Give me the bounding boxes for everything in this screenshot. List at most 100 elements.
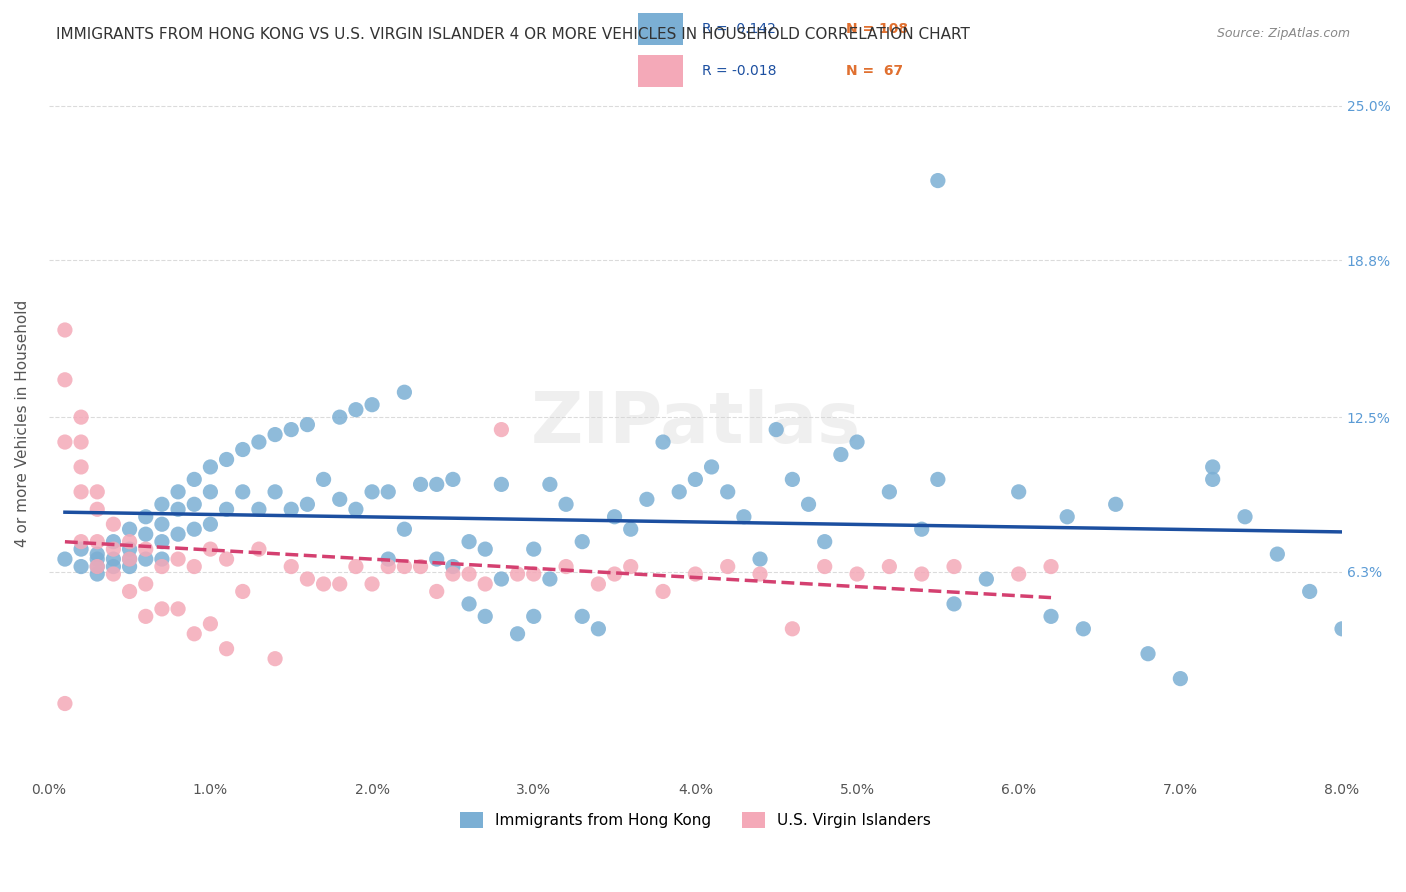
Point: [1008, 484, 1031, 499]
Point: [103, 567, 125, 582]
Point: [280, 423, 302, 437]
Point: [215, 641, 238, 656]
Bar: [638, 55, 683, 87]
Point: [685, 472, 707, 486]
Point: [86, 559, 108, 574]
Text: ZIPatlas: ZIPatlas: [530, 389, 860, 458]
Point: [118, 559, 141, 574]
Point: [53, 552, 76, 566]
Point: [312, 472, 335, 486]
Point: [150, 534, 173, 549]
Point: [474, 577, 496, 591]
Point: [167, 484, 190, 499]
Point: [523, 567, 546, 582]
Point: [70, 435, 93, 450]
Point: [215, 552, 238, 566]
Point: [538, 477, 561, 491]
Point: [200, 616, 222, 631]
Point: [911, 567, 934, 582]
Point: [441, 559, 464, 574]
Point: [717, 484, 740, 499]
Point: [506, 567, 529, 582]
Point: [118, 552, 141, 566]
Point: [200, 517, 222, 532]
Point: [232, 442, 254, 457]
Point: [200, 459, 222, 474]
Point: [297, 417, 319, 432]
Point: [491, 572, 513, 586]
Point: [167, 602, 190, 616]
Point: [183, 559, 205, 574]
Point: [103, 534, 125, 549]
Point: [70, 559, 93, 574]
Point: [135, 527, 157, 541]
Text: IMMIGRANTS FROM HONG KONG VS U.S. VIRGIN ISLANDER 4 OR MORE VEHICLES IN HOUSEHOL: IMMIGRANTS FROM HONG KONG VS U.S. VIRGIN…: [56, 27, 970, 42]
Point: [409, 559, 432, 574]
Point: [538, 572, 561, 586]
Point: [394, 385, 416, 400]
Point: [1105, 497, 1128, 511]
Point: [53, 373, 76, 387]
Point: [846, 435, 869, 450]
Point: [943, 597, 966, 611]
Point: [523, 542, 546, 557]
Point: [1234, 509, 1257, 524]
Point: [927, 472, 949, 486]
Point: [70, 484, 93, 499]
Point: [103, 542, 125, 557]
Point: [264, 427, 287, 442]
Point: [491, 423, 513, 437]
Point: [879, 559, 901, 574]
Point: [361, 398, 384, 412]
Point: [943, 559, 966, 574]
Point: [1040, 559, 1063, 574]
Point: [200, 542, 222, 557]
Point: [86, 484, 108, 499]
Point: [167, 502, 190, 516]
Point: [150, 559, 173, 574]
Point: [1298, 584, 1320, 599]
Point: [620, 559, 643, 574]
Point: [523, 609, 546, 624]
Point: [603, 567, 626, 582]
Point: [70, 459, 93, 474]
Point: [652, 435, 675, 450]
Point: [491, 477, 513, 491]
Text: R = -0.018: R = -0.018: [702, 64, 776, 78]
Point: [571, 534, 593, 549]
Point: [280, 502, 302, 516]
Point: [846, 567, 869, 582]
Point: [103, 559, 125, 574]
Point: [135, 552, 157, 566]
Point: [215, 452, 238, 467]
Point: [53, 323, 76, 337]
Point: [782, 622, 804, 636]
Point: [344, 502, 367, 516]
Point: [215, 502, 238, 516]
Point: [167, 527, 190, 541]
Text: R =  0.142: R = 0.142: [702, 22, 776, 37]
Point: [911, 522, 934, 536]
Point: [1040, 609, 1063, 624]
Point: [135, 577, 157, 591]
Text: N = 108: N = 108: [846, 22, 908, 37]
Point: [377, 484, 399, 499]
Point: [652, 584, 675, 599]
Point: [150, 602, 173, 616]
Point: [474, 609, 496, 624]
Point: [183, 497, 205, 511]
Point: [976, 572, 998, 586]
Point: [733, 509, 755, 524]
Point: [1265, 547, 1288, 561]
Text: Source: ZipAtlas.com: Source: ZipAtlas.com: [1216, 27, 1350, 40]
Point: [1056, 509, 1078, 524]
Point: [377, 552, 399, 566]
Point: [103, 517, 125, 532]
Point: [118, 552, 141, 566]
Point: [441, 472, 464, 486]
Point: [183, 522, 205, 536]
Point: [118, 522, 141, 536]
Point: [749, 567, 772, 582]
Point: [297, 497, 319, 511]
Bar: [638, 13, 683, 45]
